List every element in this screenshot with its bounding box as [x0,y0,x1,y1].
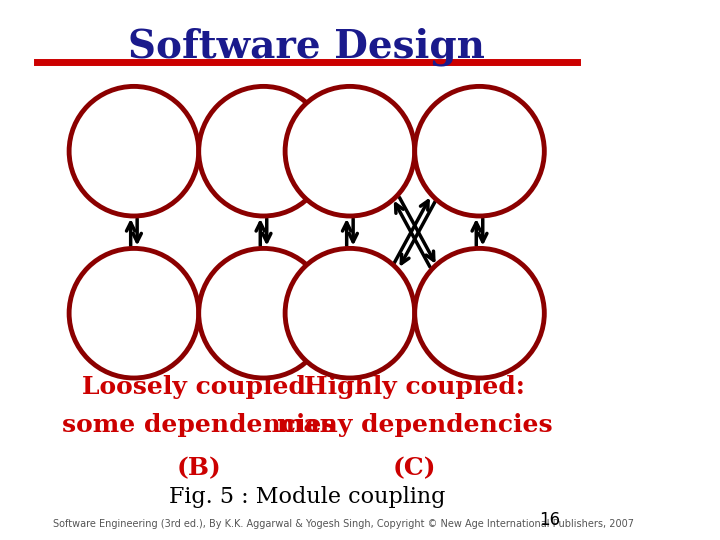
Text: Software Design: Software Design [128,27,485,65]
Circle shape [69,86,199,216]
Text: (B): (B) [176,456,221,480]
Text: Loosely coupled:: Loosely coupled: [82,375,315,399]
Text: some dependencies: some dependencies [62,413,336,437]
Text: (C): (C) [393,456,436,480]
Circle shape [199,248,328,378]
Circle shape [415,248,544,378]
Circle shape [285,248,415,378]
Text: Fig. 5 : Module coupling: Fig. 5 : Module coupling [168,486,445,508]
Circle shape [69,248,199,378]
Circle shape [415,86,544,216]
Circle shape [285,86,415,216]
Text: Highly coupled:: Highly coupled: [305,375,525,399]
Text: many dependencies: many dependencies [277,413,552,437]
Circle shape [199,86,328,216]
Text: 16: 16 [539,511,560,529]
Text: Software Engineering (3rd ed.), By K.K. Aggarwal & Yogesh Singh, Copyright © New: Software Engineering (3rd ed.), By K.K. … [53,519,634,529]
